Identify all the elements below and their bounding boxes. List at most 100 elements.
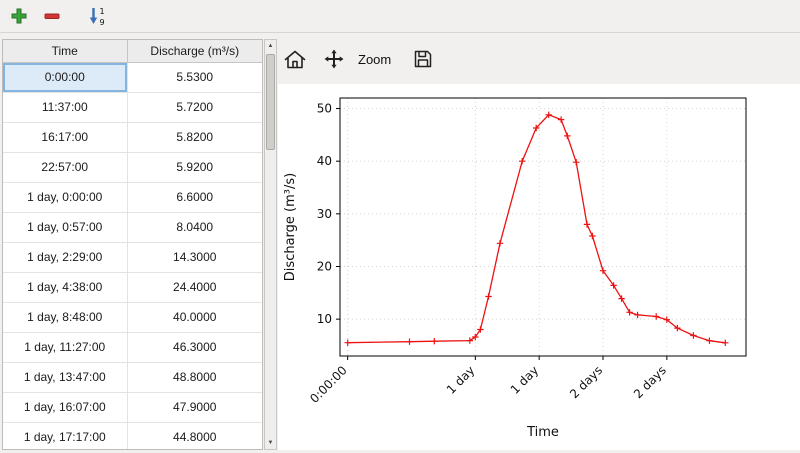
- discharge-cell[interactable]: 5.7200: [127, 92, 262, 123]
- table-row: 1 day, 8:48:00 40.0000: [3, 302, 262, 333]
- table-body: 0:00:00 5.5300 11:37:00 5.7200 16:17:00 5.820…: [3, 62, 262, 449]
- data-point-marker: [545, 111, 552, 118]
- data-point-marker: [472, 333, 479, 341]
- data-point-marker: [477, 326, 484, 333]
- zoom-button[interactable]: Zoom: [358, 44, 391, 74]
- x-tick-label: 2 days: [567, 363, 605, 401]
- discharge-cell[interactable]: 44.8000: [127, 422, 262, 449]
- table-row: 22:57:00 5.9200: [3, 152, 262, 183]
- table-row: 1 day, 16:07:00 47.9000: [3, 392, 262, 423]
- data-point-marker: [533, 124, 540, 132]
- data-point-marker: [485, 293, 492, 300]
- time-cell[interactable]: 1 day, 16:07:00: [3, 392, 128, 423]
- x-tick-label: 2 days: [631, 363, 669, 401]
- data-point-marker: [618, 295, 625, 302]
- table-scrollbar[interactable]: ▲ ▼: [264, 39, 277, 450]
- save-button[interactable]: [408, 44, 438, 74]
- pan-button[interactable]: [319, 44, 349, 74]
- time-cell[interactable]: 22:57:00: [3, 152, 128, 183]
- table-row: 1 day, 17:17:00 44.8000: [3, 422, 262, 449]
- main-toolbar: 1 9: [0, 0, 800, 33]
- y-axis-label: Discharge (m³/s): [283, 173, 298, 281]
- data-point-marker: [690, 332, 697, 339]
- table-row: 0:00:00 5.5300: [3, 62, 262, 93]
- data-point-marker: [599, 267, 607, 274]
- table-row: 1 day, 11:27:00 46.3000: [3, 332, 262, 363]
- discharge-cell[interactable]: 8.0400: [127, 212, 262, 243]
- svg-text:9: 9: [99, 18, 104, 26]
- time-cell[interactable]: 1 day, 4:38:00: [3, 272, 128, 303]
- table-row: 1 day, 0:57:00 8.0400: [3, 212, 262, 243]
- discharge-cell[interactable]: 40.0000: [127, 302, 262, 333]
- x-tick-label: 1 day: [508, 363, 542, 397]
- scroll-up-button[interactable]: ▲: [265, 40, 276, 52]
- remove-row-button[interactable]: [38, 3, 66, 29]
- table-row: 1 day, 13:47:00 48.8000: [3, 362, 262, 393]
- home-button[interactable]: [280, 44, 310, 74]
- time-cell[interactable]: 1 day, 11:27:00: [3, 332, 128, 363]
- sort-button[interactable]: 1 9: [83, 3, 111, 29]
- column-header-discharge[interactable]: Discharge (m³/s): [126, 40, 262, 63]
- table-row: 16:17:00 5.8200: [3, 122, 262, 153]
- discharge-cell[interactable]: 47.9000: [127, 392, 262, 423]
- discharge-cell[interactable]: 14.3000: [127, 242, 262, 273]
- discharge-cell[interactable]: 6.6000: [127, 182, 262, 213]
- sort-ascending-icon: 1 9: [89, 7, 105, 26]
- minus-icon: [44, 13, 60, 19]
- home-icon: [284, 50, 306, 69]
- data-point-marker: [610, 282, 617, 289]
- data-point-marker: [626, 309, 633, 316]
- data-point-marker: [674, 324, 681, 332]
- y-tick-label: 10: [317, 312, 332, 326]
- svg-text:1: 1: [99, 7, 104, 16]
- discharge-cell[interactable]: 48.8000: [127, 362, 262, 393]
- scroll-down-button[interactable]: ▼: [265, 437, 276, 449]
- data-point-marker: [431, 338, 438, 345]
- chart-toolbar: Zoom: [280, 41, 438, 77]
- data-point-marker: [722, 339, 729, 346]
- time-cell[interactable]: 16:17:00: [3, 122, 128, 153]
- discharge-cell[interactable]: 5.5300: [127, 62, 262, 93]
- time-cell[interactable]: 1 day, 17:17:00: [3, 422, 128, 449]
- y-tick-label: 30: [317, 207, 332, 221]
- discharge-cell[interactable]: 5.8200: [127, 122, 262, 153]
- x-axis-label: Time: [526, 425, 559, 440]
- data-point-marker: [706, 337, 713, 344]
- data-point-marker: [466, 337, 473, 344]
- discharge-cell[interactable]: 24.4000: [127, 272, 262, 303]
- chart-canvas[interactable]: 0:00:00 1 day 1 day 2 days 2 days 10 20 30 40 50 T…: [278, 84, 800, 450]
- timeseries-table: Time Discharge (m³/s) 0:00:00 5.5300 11:37…: [2, 39, 263, 450]
- table-header-row: Time Discharge (m³/s): [3, 40, 262, 63]
- data-point-marker: [496, 240, 504, 247]
- data-point-marker: [589, 232, 596, 240]
- x-tick-label: 0:00:00: [307, 363, 350, 406]
- table-row: 11:37:00 5.7200: [3, 92, 262, 123]
- scrollbar-thumb[interactable]: [266, 54, 275, 150]
- move-icon: [324, 49, 344, 69]
- add-row-button[interactable]: [5, 3, 33, 29]
- time-cell[interactable]: 1 day, 0:57:00: [3, 212, 128, 243]
- time-cell[interactable]: 0:00:00: [3, 62, 128, 93]
- y-tick-label: 50: [317, 102, 332, 116]
- data-point-marker: [519, 158, 526, 165]
- column-header-time[interactable]: Time: [3, 40, 128, 63]
- data-point-marker: [406, 338, 413, 345]
- time-cell[interactable]: 1 day, 0:00:00: [3, 182, 128, 213]
- discharge-cell[interactable]: 46.3000: [127, 332, 262, 363]
- data-point-marker: [653, 313, 660, 320]
- data-point-marker: [663, 316, 670, 323]
- table-row: 1 day, 4:38:00 24.4000: [3, 272, 262, 303]
- table-row: 1 day, 0:00:00 6.6000: [3, 182, 262, 213]
- x-tick-label: 1 day: [444, 363, 478, 397]
- time-cell[interactable]: 11:37:00: [3, 92, 128, 123]
- time-cell[interactable]: 1 day, 8:48:00: [3, 302, 128, 333]
- data-point-marker: [634, 311, 641, 319]
- time-cell[interactable]: 1 day, 13:47:00: [3, 362, 128, 393]
- y-tick-label: 40: [317, 154, 332, 168]
- data-point-marker: [344, 339, 351, 346]
- plus-icon: [11, 8, 27, 24]
- discharge-cell[interactable]: 5.9200: [127, 152, 262, 183]
- data-point-marker: [573, 159, 580, 166]
- data-point-marker: [564, 132, 571, 140]
- time-cell[interactable]: 1 day, 2:29:00: [3, 242, 128, 273]
